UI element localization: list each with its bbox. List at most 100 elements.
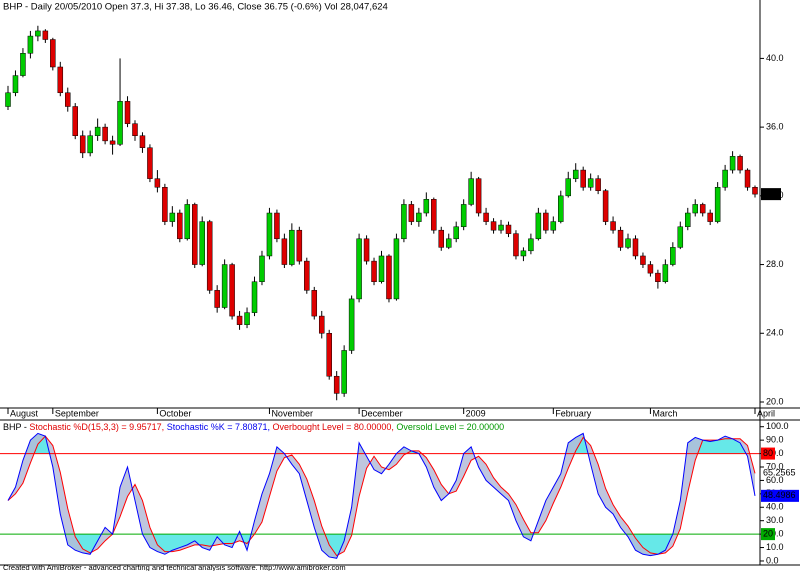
candle-body: [655, 272, 661, 282]
candle-body: [662, 264, 669, 282]
y-tick-label: 10.0: [766, 542, 784, 552]
stoch-k-line: [7, 432, 756, 559]
d-last-label: 65.2565: [763, 468, 796, 478]
candle-body: [87, 135, 93, 154]
x-tick-label: November: [271, 408, 313, 418]
candle-body: [57, 66, 64, 94]
y-tick-label: 40.0: [766, 502, 784, 512]
candle-body: [192, 204, 198, 265]
x-tick-label: February: [555, 408, 592, 418]
x-tick-label: April: [757, 408, 775, 418]
candle-body: [12, 75, 19, 94]
candle-body: [453, 226, 459, 240]
y-tick-label: 0.0: [766, 555, 779, 565]
x-tick-label: October: [159, 408, 191, 418]
x-tick-label: August: [10, 408, 39, 418]
candle-body: [752, 187, 758, 195]
candle-body: [162, 187, 168, 222]
candle-body: [154, 178, 161, 188]
y-tick-label: 24.0: [766, 328, 784, 338]
candle-body: [692, 204, 698, 214]
y-tick-label: 60.0: [766, 475, 784, 485]
candle-body: [27, 35, 34, 54]
candle-body: [558, 195, 564, 222]
candle-body: [707, 212, 713, 222]
candle-body: [677, 226, 684, 248]
candle-body: [550, 221, 557, 231]
candle-body: [625, 238, 631, 248]
y-tick-label: 28.0: [766, 259, 784, 269]
title-part: Stochastic %D(15,3,3) = 9.95717,: [29, 422, 166, 432]
candle-body: [416, 212, 422, 222]
candle-body: [341, 350, 347, 394]
candle-body: [311, 290, 318, 317]
candle-body: [5, 92, 11, 107]
candle-body: [490, 221, 497, 231]
y-tick-label: 100.0: [766, 421, 789, 431]
candle-body: [117, 101, 123, 145]
candle-body: [610, 221, 616, 231]
candle-body: [587, 178, 594, 188]
candle-body: [206, 221, 213, 291]
candle-body: [438, 229, 445, 248]
candle-body: [401, 204, 407, 240]
candle-body: [214, 290, 220, 308]
candle-body: [318, 315, 325, 334]
candle-body: [468, 178, 474, 205]
candle-body: [498, 224, 504, 231]
candle-body: [79, 135, 86, 154]
candle-body: [244, 312, 250, 325]
k-last-box: [761, 489, 799, 502]
candle-body: [580, 169, 586, 188]
candle-body: [333, 375, 340, 394]
x-tick-label: September: [55, 408, 99, 418]
title-part: Stochastic %K = 7.80871,: [167, 422, 273, 432]
candle-body: [169, 212, 176, 222]
y-tick-label: 20.0: [766, 396, 784, 406]
candle-body: [744, 169, 751, 188]
candle-body: [363, 238, 370, 262]
candle-body: [94, 126, 101, 136]
plot-layer: 20.024.028.032.036.040.0AugustSeptemberO…: [0, 25, 799, 565]
candle-body: [20, 53, 26, 76]
candle-body: [423, 199, 430, 214]
candle-body: [221, 264, 228, 308]
indicator-title: BHP - Stochastic %D(15,3,3) = 9.95717, S…: [3, 422, 504, 432]
candle-body: [640, 255, 646, 265]
candle-body: [236, 315, 243, 325]
title-part: Overbought Level = 80.00000,: [273, 422, 397, 432]
candle-body: [685, 212, 691, 228]
y-tick-label: 30.0: [766, 515, 784, 525]
candle-body: [699, 204, 706, 214]
candle-body: [371, 260, 377, 282]
candle-body: [386, 255, 392, 300]
candle-body: [266, 212, 273, 257]
header: BHP - Daily 20/05/2010 Open 37.3, Hi 37.…: [3, 2, 388, 13]
candle-body: [737, 156, 743, 171]
candle-body: [102, 126, 108, 142]
candle-body: [251, 281, 258, 313]
k-d-fill: [8, 433, 755, 559]
candle-body: [513, 233, 519, 257]
candle-body: [109, 140, 116, 145]
candle-body: [445, 238, 452, 248]
level-label: 80: [763, 448, 773, 458]
y-tick-label: 70.0: [766, 461, 784, 471]
candle-body: [326, 333, 332, 377]
candle-body: [475, 178, 482, 214]
candle-body: [229, 264, 235, 317]
candle-body: [124, 101, 131, 124]
k-last-label: 48.4986: [763, 490, 796, 500]
candle-body: [632, 238, 639, 257]
candle-body: [139, 135, 146, 148]
candle-body: [670, 247, 676, 265]
candle-body: [65, 92, 71, 107]
candle-body: [647, 264, 654, 274]
candle-body: [729, 156, 736, 171]
title-part: Oversold Level = 20.00000: [396, 422, 504, 432]
candle-body: [184, 204, 191, 240]
candle-body: [722, 169, 728, 188]
candle-body: [50, 39, 56, 68]
